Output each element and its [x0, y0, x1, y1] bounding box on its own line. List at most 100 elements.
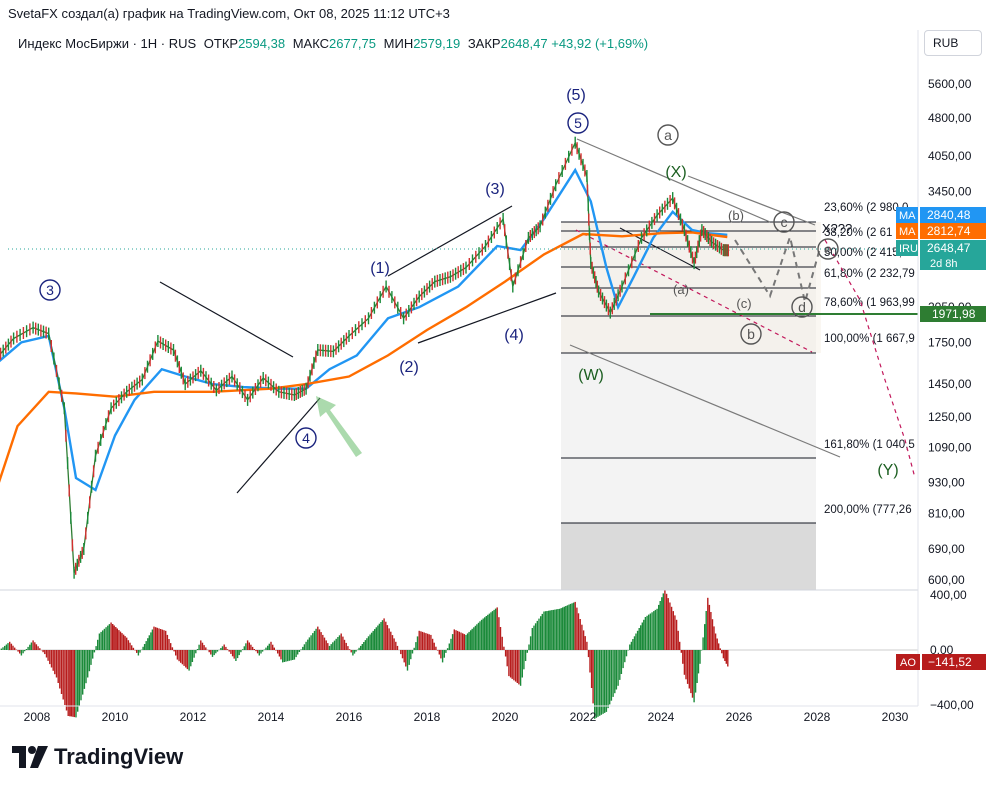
trend-line — [417, 292, 557, 344]
wave-label: (3) — [485, 181, 505, 198]
y-tick-label: 4050,00 — [928, 149, 972, 163]
wave-label: (2) — [399, 359, 419, 376]
moving-averages — [0, 167, 918, 492]
currency-button[interactable]: RUB — [924, 30, 982, 56]
change-value: +43,92 (+1,69%) — [551, 36, 649, 51]
price-tag-bg — [920, 223, 986, 239]
high-value: 2677,75 — [329, 36, 377, 51]
fib-level-label: 78,60% (1 963,99 — [824, 297, 915, 309]
wave-labels: 3 4 (1) (2) (3) (4) (5) 5 (W) (X) (Y) a b c d e (a) (b) (c… — [39, 87, 899, 479]
y-tick-label: 930,00 — [928, 476, 965, 490]
fibonacci-zone: 23,60% (2 980,0 38,20% (2 61 50,00% (2 415… — [561, 202, 915, 590]
y-tick-label: 1450,00 — [928, 377, 972, 391]
wave-label: X??? — [822, 221, 852, 236]
price-series — [0, 136, 730, 579]
x-tick-label: 2026 — [726, 710, 753, 724]
countdown-label: 2d 8h — [930, 258, 958, 270]
y-tick-label: 600,00 — [928, 573, 965, 587]
x-tick-label: 2012 — [180, 710, 207, 724]
trend-drawings — [159, 138, 918, 494]
osc-tag-value: −141,52 — [928, 655, 972, 669]
fib-level-label: 61,80% (2 232,79 — [824, 268, 915, 280]
wave-label: (b) — [728, 208, 744, 223]
x-tick-label: 2010 — [102, 710, 129, 724]
y-tick-label: 4800,00 — [928, 111, 972, 125]
wave-label: (1) — [370, 260, 390, 277]
price-tag-label-bg — [896, 240, 918, 256]
price-tag-label-bg — [896, 223, 918, 239]
axes: 5600,004800,004050,003450,002050,001750,… — [0, 30, 986, 724]
level-tag-bg — [920, 306, 986, 322]
wave-label-circle — [39, 279, 61, 301]
symbol-legend: Индекс МосБиржи · 1Н · RUS ОТКР2594,38 М… — [18, 36, 648, 51]
y-tick-label: 5600,00 — [928, 77, 972, 91]
price-tag-value: 2648,47 — [927, 241, 971, 255]
y-tick-label: 1250,00 — [928, 410, 972, 424]
osc-tick-label: 0,00 — [930, 643, 954, 657]
low-label: МИН — [383, 36, 414, 51]
symbol-name[interactable]: Индекс МосБиржи · 1Н · RUS — [18, 36, 197, 51]
triangle-scenario — [734, 233, 821, 303]
high-label: МАКС — [292, 36, 330, 51]
wave-label: c — [781, 214, 788, 230]
price-chart[interactable]: 23,60% (2 980,0 38,20% (2 61 50,00% (2 415… — [0, 0, 1000, 730]
price-tag-label: MA — [899, 210, 916, 222]
price-tag-bg — [920, 240, 986, 256]
wave-label: b — [747, 326, 755, 342]
wave-label: a — [664, 127, 672, 143]
wave-label-circle — [657, 124, 679, 146]
x-tick-label: 2014 — [258, 710, 285, 724]
wave-label: (5) — [566, 87, 586, 104]
price-tag-bg — [920, 207, 986, 223]
level-tag-value: 1971,98 — [932, 307, 976, 321]
wave-label-circle — [791, 296, 813, 318]
x-tick-label: 2030 — [882, 710, 909, 724]
countdown-bg — [920, 256, 986, 270]
brand-name: TradingView — [54, 744, 184, 769]
fib-extension-band — [561, 523, 816, 590]
x-tick-label: 2028 — [804, 710, 831, 724]
price-tag-value: 2840,48 — [927, 208, 971, 222]
wave-label: (a) — [673, 282, 689, 297]
osc-tag-label: AO — [900, 657, 916, 669]
trend-line — [576, 138, 771, 223]
wave-label: e — [824, 241, 832, 257]
tradingview-logo-icon — [12, 746, 48, 768]
price-tag-label: IRUS — [899, 243, 925, 255]
projection-path — [824, 239, 916, 479]
x-tick-label: 2024 — [648, 710, 675, 724]
wave-label: (Y) — [877, 462, 898, 479]
fib-level-label: 100,00% (1 667,9 — [824, 333, 915, 345]
wave-label-circle — [817, 238, 839, 260]
fib-level-label: 23,60% (2 980,0 — [824, 202, 908, 214]
fib-level-label: 161,80% (1 040,5 — [824, 439, 915, 451]
y-tick-label: 690,00 — [928, 542, 965, 556]
y-tick-label: 1750,00 — [928, 335, 972, 349]
price-tag-label: MA — [899, 226, 916, 238]
y-tick-label: 3450,00 — [928, 185, 972, 199]
osc-tick-label: −400,00 — [930, 698, 974, 712]
trend-line — [387, 205, 513, 277]
open-label: ОТКР — [203, 36, 239, 51]
osc-tag-label-bg — [896, 654, 920, 670]
wave-label-circle — [295, 427, 317, 449]
wave-label-circle — [740, 323, 762, 345]
trend-line — [236, 397, 321, 494]
osc-tick-label: 400,00 — [930, 588, 967, 602]
wave-label: (W) — [578, 367, 604, 384]
y-tick-label: 810,00 — [928, 506, 965, 520]
trend-line — [687, 175, 816, 226]
x-tick-label: 2018 — [414, 710, 441, 724]
low-value: 2579,19 — [413, 36, 461, 51]
wave-label: d — [798, 299, 806, 315]
moving-average-line — [0, 231, 728, 483]
price-tag-label-bg — [896, 207, 918, 223]
x-tick-label: 2022 — [570, 710, 597, 724]
fib-level-label: 38,20% (2 61 — [824, 227, 892, 239]
y-tick-label: 1090,00 — [928, 440, 972, 454]
close-value: 2648,47 — [500, 36, 548, 51]
x-tick-label: 2016 — [336, 710, 363, 724]
tradingview-logo[interactable]: TradingView — [12, 744, 183, 770]
wave-label: 4 — [302, 430, 310, 446]
fib-level-label: 200,00% (777,26 — [824, 504, 912, 516]
